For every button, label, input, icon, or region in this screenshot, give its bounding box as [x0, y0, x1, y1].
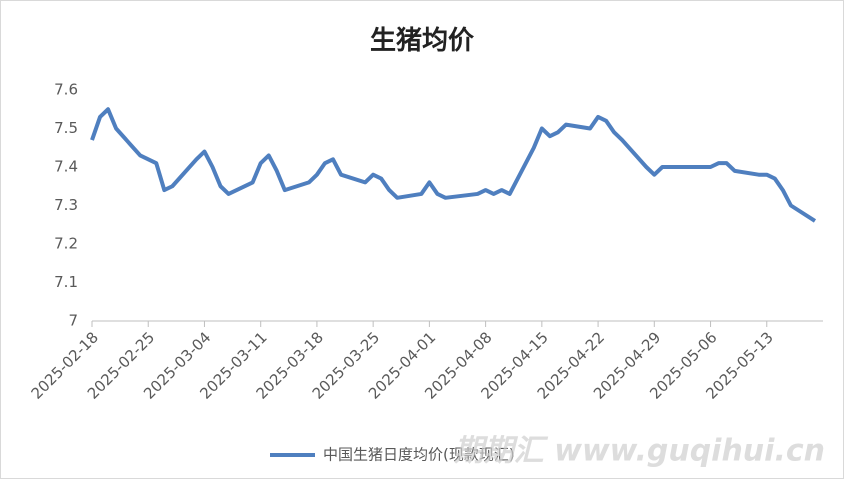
y-tick-label: 7	[68, 312, 78, 330]
line-series	[90, 107, 817, 223]
y-tick-label: 7.2	[54, 235, 78, 253]
y-tick-label: 7.4	[54, 158, 78, 176]
y-tick-label: 7.3	[54, 196, 78, 214]
y-tick-label: 7.6	[54, 81, 78, 99]
legend-label: 中国生猪日度均价(现款现汇)	[323, 446, 515, 464]
y-tick-label: 7.5	[54, 119, 78, 137]
y-tick-label: 7.1	[54, 273, 78, 291]
watermark: 期期汇 www.guqihui.cn	[454, 434, 825, 469]
chart-title: 生猪均价	[370, 26, 475, 56]
